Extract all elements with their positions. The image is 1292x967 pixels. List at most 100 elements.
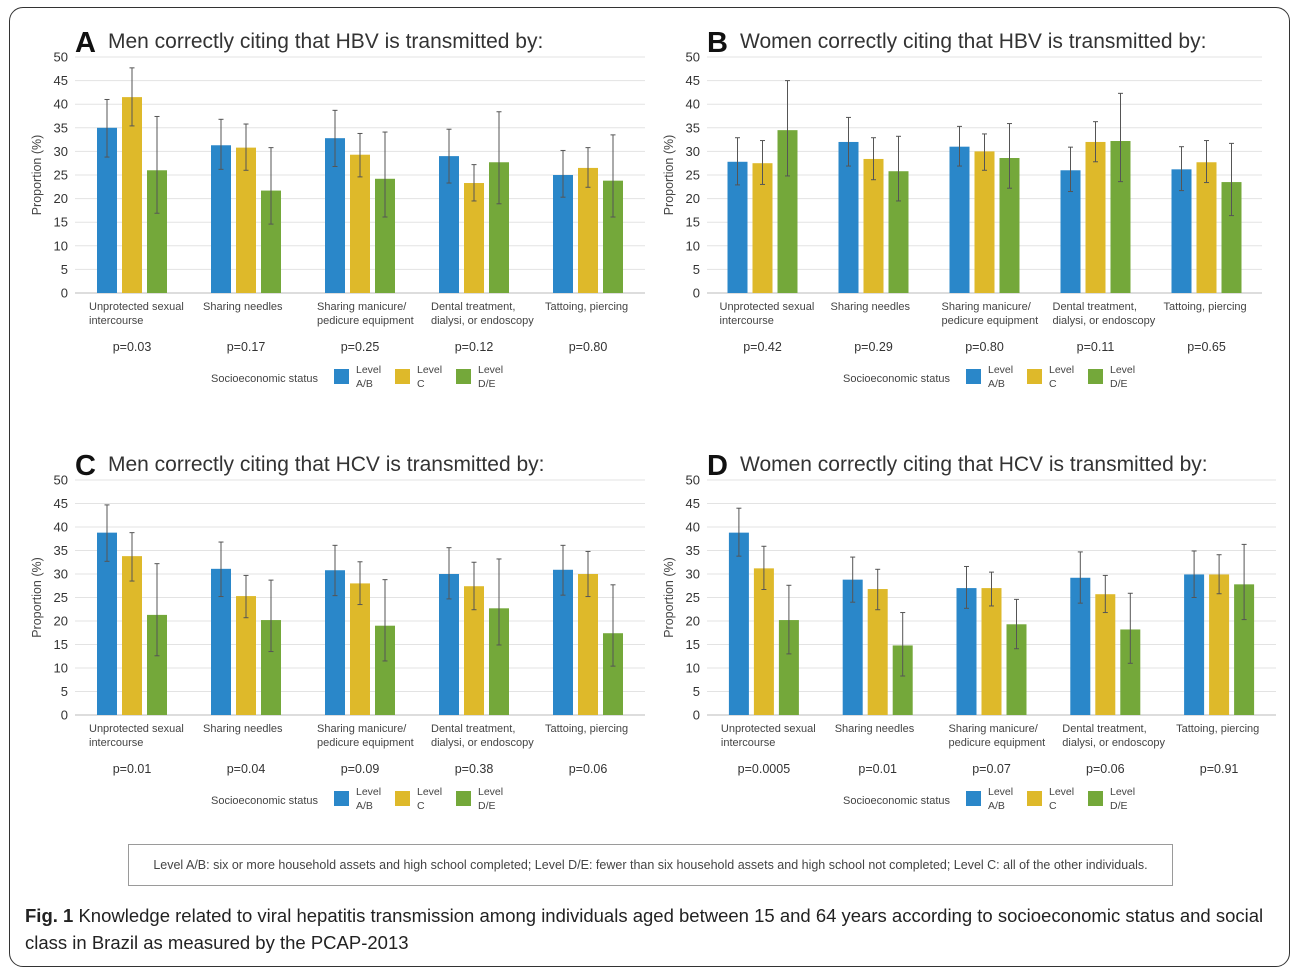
- bar: [888, 171, 909, 293]
- bar: [727, 161, 748, 293]
- bar: [122, 97, 142, 294]
- y-tick-label: 50: [54, 50, 68, 65]
- chart-panel-d: D Women correctly citing that HCV is tran…: [662, 450, 1276, 812]
- bar: [350, 583, 370, 715]
- y-tick-label: 15: [54, 637, 68, 652]
- p-value-label: p=0.42: [743, 340, 782, 354]
- x-tick-label: Unprotected sexual: [721, 723, 816, 735]
- bar: [892, 645, 913, 715]
- legend-label: A/B: [356, 378, 373, 390]
- p-value-label: p=0.11: [1077, 340, 1115, 354]
- y-axis-label: Proportion (%): [662, 135, 676, 216]
- bar: [97, 127, 117, 293]
- bar: [1120, 629, 1141, 715]
- x-tick-label: Tattoing, piercing: [1164, 301, 1247, 313]
- legend-title: Socioeconomic status: [843, 373, 950, 385]
- legend: Level A/B Level C Level D/E: [334, 786, 503, 812]
- p-value-label: p=0.01: [113, 762, 152, 776]
- legend-label: Level: [1049, 786, 1074, 798]
- bar: [350, 154, 370, 293]
- chart-title: Men correctly citing that HBV is transmi…: [108, 30, 543, 53]
- legend-label: D/E: [1110, 378, 1128, 390]
- y-tick-label: 30: [686, 567, 700, 582]
- legend-label: D/E: [478, 800, 496, 812]
- legend-label: Level: [988, 364, 1013, 376]
- legend-label: Level: [417, 364, 442, 376]
- p-value-label: p=0.09: [341, 762, 380, 776]
- legend-title: Socioeconomic status: [211, 795, 318, 807]
- y-tick-label: 10: [54, 238, 68, 253]
- legend-label: D/E: [478, 378, 496, 390]
- p-value-label: p=0.80: [569, 340, 608, 354]
- y-tick-label: 20: [54, 614, 68, 629]
- bar: [211, 568, 231, 715]
- p-value-label: p=0.01: [858, 762, 897, 776]
- legend-swatch: [334, 791, 349, 806]
- x-tick-label: Sharing needles: [203, 723, 283, 735]
- bar: [974, 151, 995, 293]
- x-tick-label: Dental treatment,: [431, 723, 515, 735]
- legend: Level A/B Level C Level D/E: [334, 364, 503, 390]
- bar: [439, 574, 459, 715]
- bar: [97, 532, 117, 715]
- y-axis-label: Proportion (%): [662, 557, 676, 638]
- y-tick-label: 10: [686, 661, 700, 676]
- bar: [1184, 574, 1205, 715]
- p-value-label: p=0.07: [972, 762, 1011, 776]
- legend-label: C: [1049, 800, 1057, 812]
- bar: [553, 175, 573, 293]
- y-tick-label: 0: [61, 286, 68, 301]
- legend-swatch: [456, 369, 471, 384]
- x-tick-label: Tattoing, piercing: [1176, 723, 1259, 735]
- x-tick-label: Unprotected sexual: [89, 301, 184, 313]
- bar: [752, 163, 773, 293]
- y-tick-label: 5: [693, 684, 700, 699]
- p-value-label: p=0.25: [341, 340, 380, 354]
- bar: [842, 579, 863, 715]
- bar: [489, 608, 509, 715]
- panel-letter: B: [707, 27, 728, 59]
- legend-title: Socioeconomic status: [211, 373, 318, 385]
- y-tick-label: 0: [693, 708, 700, 723]
- bar: [863, 158, 884, 293]
- x-tick-label: dialysi, or endoscopy: [431, 315, 534, 327]
- x-tick-label: Sharing manicure/: [942, 301, 1032, 313]
- legend-swatch: [1088, 791, 1103, 806]
- chart-title: Women correctly citing that HCV is trans…: [740, 453, 1208, 476]
- bar: [1221, 182, 1242, 293]
- bar: [325, 138, 345, 293]
- bar: [1095, 594, 1116, 715]
- p-value-label: p=0.06: [569, 762, 608, 776]
- x-tick-label: Unprotected sexual: [89, 723, 184, 735]
- p-value-label: p=0.91: [1200, 762, 1239, 776]
- x-tick-label: Dental treatment,: [1053, 301, 1137, 313]
- x-tick-label: dialysi, or endoscopy: [1053, 315, 1156, 327]
- legend-label: D/E: [1110, 800, 1128, 812]
- legend-label: A/B: [988, 800, 1005, 812]
- y-tick-label: 45: [686, 496, 700, 511]
- y-tick-label: 30: [686, 144, 700, 159]
- caption-label: Fig. 1: [25, 905, 74, 926]
- y-tick-label: 25: [686, 168, 700, 183]
- x-tick-label: Unprotected sexual: [720, 301, 815, 313]
- y-tick-label: 5: [61, 684, 68, 699]
- y-tick-label: 15: [686, 215, 700, 230]
- caption-text: Knowledge related to viral hepatitis tra…: [25, 905, 1264, 953]
- y-tick-label: 45: [54, 73, 68, 88]
- bar: [981, 588, 1002, 715]
- x-tick-label: intercourse: [89, 315, 143, 327]
- bar: [1234, 584, 1255, 715]
- y-tick-label: 40: [686, 520, 700, 535]
- panel-letter: A: [75, 27, 96, 59]
- bar: [838, 141, 859, 293]
- y-tick-label: 35: [54, 543, 68, 558]
- legend-label: C: [1049, 378, 1057, 390]
- legend-label: Level: [478, 364, 503, 376]
- legend-label: A/B: [356, 800, 373, 812]
- bar: [261, 620, 281, 715]
- x-tick-label: pedicure equipment: [317, 315, 414, 327]
- x-tick-label: dialysi, or endoscopy: [431, 737, 534, 749]
- bar: [147, 614, 167, 715]
- bar: [464, 183, 484, 293]
- x-tick-label: Sharing manicure/: [317, 301, 407, 313]
